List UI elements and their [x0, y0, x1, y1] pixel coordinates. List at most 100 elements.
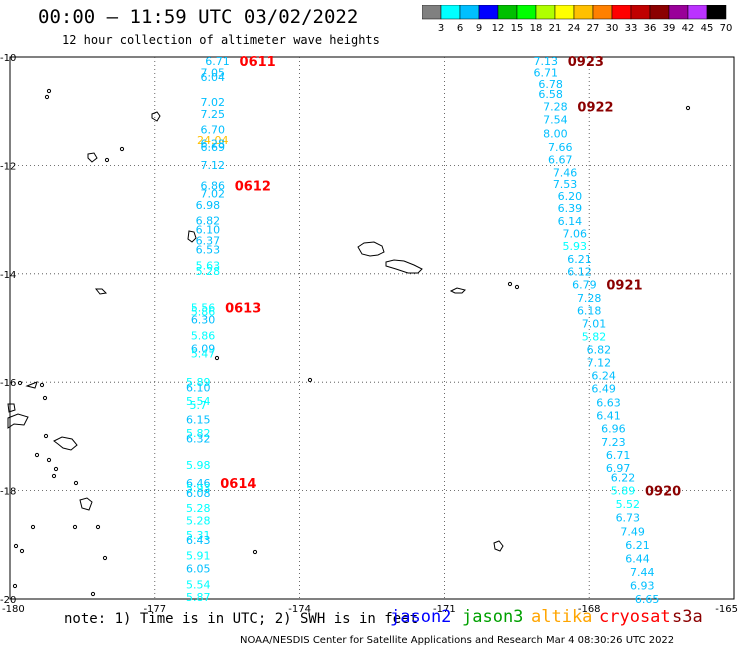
islet-outline: [43, 433, 49, 439]
colorbar-label: 15: [511, 23, 524, 34]
legend-s3a: s3a: [672, 607, 703, 627]
swh-value: 7.23: [601, 436, 626, 449]
legend-altika: altika: [531, 607, 593, 627]
pass-time-label: 0614: [220, 477, 256, 492]
swh-value: 5.82: [582, 331, 607, 344]
colorbar-label: 3: [438, 23, 444, 34]
swh-value: 6.10: [196, 223, 221, 236]
swh-value: 6.69: [200, 141, 225, 154]
swh-value: 5.82: [186, 427, 211, 440]
colorbar-label: 12: [492, 23, 505, 34]
islet-outline: [53, 466, 59, 472]
pass-time-label: 0922: [577, 100, 613, 115]
islet-outline: [307, 377, 313, 383]
islet-outline: [252, 549, 258, 555]
swh-value: 5.54: [186, 578, 211, 591]
swh-value: 6.22: [611, 472, 636, 485]
swh-value: 6.82: [196, 215, 221, 228]
swh-value: 5.28: [186, 502, 211, 515]
swh-value: 5.89: [611, 485, 636, 498]
swh-value: 6.18: [577, 305, 602, 318]
swh-value: 6.71: [534, 67, 559, 80]
swh-value: 6.14: [558, 215, 583, 228]
swh-value: 6.49: [591, 383, 616, 396]
y-tick-label: -12: [0, 161, 16, 172]
island-outline: [187, 230, 197, 243]
swh-value: 5.91: [186, 550, 211, 563]
islet-outline: [73, 480, 79, 486]
colorbar-label: 27: [587, 23, 600, 34]
colorbar-swatch: [497, 4, 518, 20]
pass-time-label: 0612: [235, 179, 271, 194]
swh-value: 6.71: [205, 55, 230, 68]
islet-outline: [72, 524, 78, 530]
island-outline: [385, 259, 423, 274]
swh-value: 7.12: [587, 357, 612, 370]
colorbar-swatch: [421, 4, 442, 20]
swh-value: 6.44: [625, 552, 650, 565]
swh-value: 8.00: [543, 127, 568, 140]
map-frame: [9, 56, 735, 600]
swh-value: 6.39: [558, 202, 583, 215]
island-outline: [7, 413, 29, 429]
swh-value: 6.32: [186, 433, 211, 446]
islet-outline: [13, 543, 19, 549]
islet-outline: [95, 524, 101, 530]
island-outline: [7, 403, 16, 413]
swh-value: 6.30: [191, 313, 216, 326]
swh-value: 6.04: [200, 71, 225, 84]
island-outline: [449, 287, 466, 294]
swh-value: 6.43: [186, 534, 211, 547]
legend-jason2: jason2: [390, 607, 452, 627]
swh-value: 6.08: [186, 487, 211, 500]
islet-outline: [685, 105, 691, 111]
swh-value: 5.31: [186, 529, 211, 542]
islet-outline: [39, 382, 45, 388]
colorbar-label: 21: [549, 23, 562, 34]
island-outline: [53, 436, 78, 451]
islet-outline: [90, 591, 96, 597]
swh-value: 7.28: [543, 100, 568, 113]
page-title: 00:00 — 11:59 UTC 03/02/2022: [38, 6, 359, 28]
islet-outline: [44, 94, 50, 100]
x-tick-label: -177: [143, 604, 166, 615]
pass-time-label: 0920: [645, 485, 681, 500]
swh-value: 6.82: [587, 344, 612, 357]
legend-jason3: jason3: [462, 607, 524, 627]
swh-value: 5.89: [186, 376, 211, 389]
colorbar-label: 45: [701, 23, 714, 34]
islet-outline: [102, 555, 108, 561]
colorbar-swatch: [554, 4, 575, 20]
swh-value: 5.52: [616, 498, 641, 511]
swh-value: 5.28: [196, 265, 221, 278]
swh-value: 6.65: [635, 593, 660, 606]
colorbar-swatch: [516, 4, 537, 20]
swh-value: 6.20: [558, 190, 583, 203]
colorbar-label: 70: [720, 23, 732, 34]
swh-value: 7.54: [543, 113, 568, 126]
y-tick-label: -10: [0, 53, 16, 64]
islet-outline: [42, 395, 48, 401]
swh-value: 6.78: [538, 78, 563, 91]
islet-outline: [104, 157, 110, 163]
swh-value: 6.93: [630, 579, 655, 592]
swh-value: 6.15: [186, 414, 211, 427]
colorbar-swatch: [611, 4, 632, 20]
swh-value: 6.28: [200, 138, 225, 151]
swh-value: 7.01: [582, 318, 607, 331]
y-tick-label: -20: [0, 595, 16, 606]
swh-value: 7.13: [534, 55, 559, 68]
swh-value: 5.7: [189, 399, 207, 412]
swh-value: 6.09: [191, 343, 216, 356]
swh-value: 6.53: [196, 243, 221, 256]
swh-value: 7.02: [200, 188, 225, 201]
colorbar-label: 39: [663, 23, 676, 34]
y-tick-label: -16: [0, 378, 16, 389]
swh-value: 6.41: [596, 409, 621, 422]
islet-outline: [12, 583, 18, 589]
pass-time-label: 0613: [225, 301, 261, 316]
colorbar-label: 6: [457, 23, 463, 34]
colorbar-swatch: [649, 4, 670, 20]
y-tick-label: -14: [0, 270, 16, 281]
